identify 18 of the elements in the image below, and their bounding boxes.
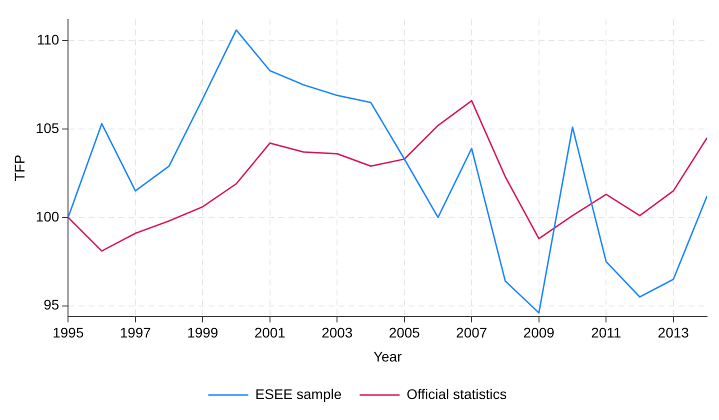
x-tick-label: 2009	[523, 324, 555, 341]
y-tick-label: 110	[36, 31, 60, 48]
y-axis-title: TFP	[11, 154, 28, 182]
x-tick-label: 1997	[120, 324, 152, 341]
x-tick-label: 1999	[187, 324, 218, 341]
legend-label: ESEE sample	[255, 386, 342, 402]
x-tick-label: 2005	[388, 324, 420, 341]
x-tick-label: 2003	[322, 324, 353, 341]
x-tick-label: 2001	[254, 324, 286, 341]
y-tick-label: 95	[44, 296, 60, 313]
x-tick-label: 2013	[658, 324, 690, 341]
legend-label: Official statistics	[406, 386, 507, 402]
y-tick-label: 105	[36, 120, 60, 136]
x-tick-label: 1995	[52, 324, 84, 341]
x-tick-label: 2007	[456, 324, 488, 341]
x-axis-title: Year	[373, 348, 402, 364]
x-tick-label: 2011	[591, 324, 622, 341]
y-tick-label: 100	[36, 208, 60, 224]
